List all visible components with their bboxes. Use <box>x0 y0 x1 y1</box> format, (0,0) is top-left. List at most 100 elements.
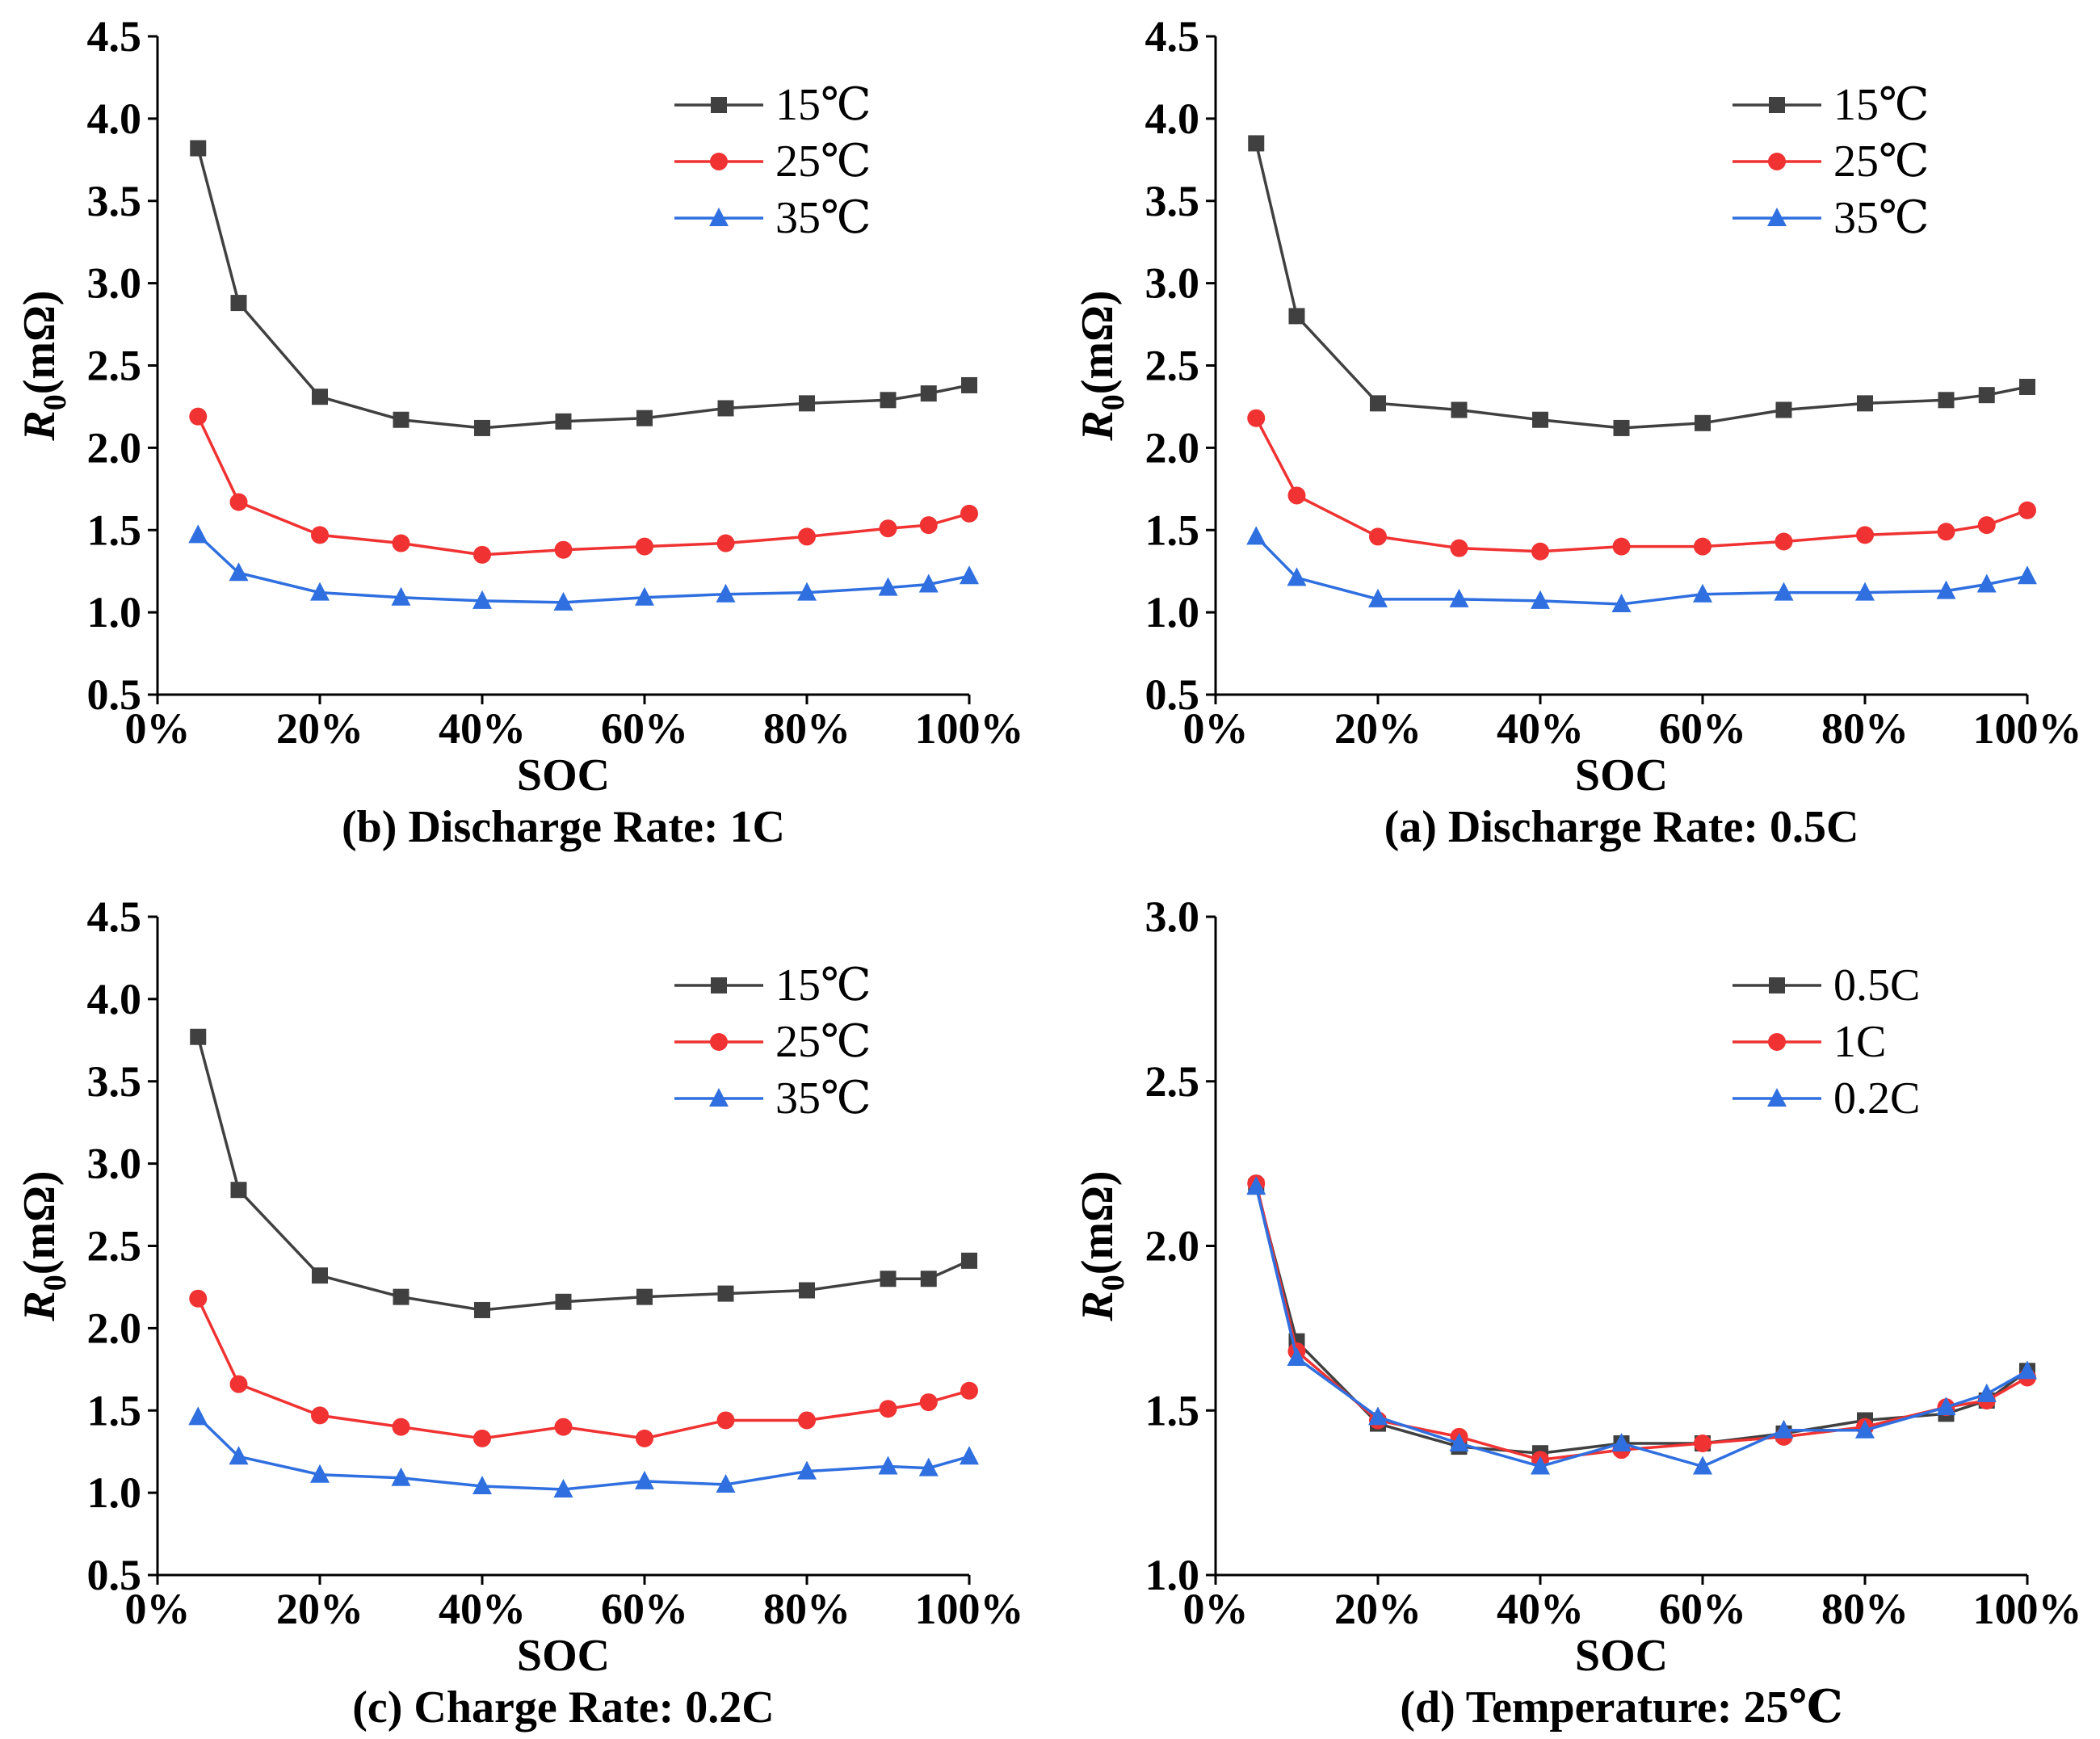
series-line <box>1254 1186 2028 1468</box>
data-point <box>1936 1397 1956 1416</box>
x-axis-label: SOC <box>1575 1631 1668 1681</box>
y-tick-label: 3.0 <box>1145 259 1200 308</box>
data-point <box>393 1288 410 1305</box>
series-1 <box>1247 1174 2036 1469</box>
y-tick-label: 3.0 <box>87 1140 142 1188</box>
legend-label: 35℃ <box>775 1073 872 1124</box>
legend-marker <box>1768 1033 1786 1051</box>
data-point <box>230 295 247 312</box>
x-axis-label: SOC <box>517 1631 610 1681</box>
data-point <box>1612 537 1631 556</box>
data-point <box>636 537 653 556</box>
data-point <box>553 591 573 611</box>
y-tick-label: 2.5 <box>87 342 142 390</box>
y-tick-label: 4.0 <box>87 975 142 1023</box>
data-point <box>392 1418 410 1436</box>
y-tick-label: 0.5 <box>1145 670 1200 719</box>
data-point <box>1857 395 1873 412</box>
x-tick-label: 80% <box>763 704 850 753</box>
data-point <box>798 527 816 546</box>
legend-label: 15℃ <box>1833 80 1930 130</box>
data-point <box>797 582 817 601</box>
data-point <box>635 586 654 606</box>
series-1 <box>189 1289 978 1447</box>
data-point <box>1855 582 1875 601</box>
y-tick-label: 1.5 <box>87 1386 142 1434</box>
data-point <box>716 534 735 552</box>
data-point <box>716 583 736 603</box>
data-point <box>188 524 208 544</box>
data-point <box>716 1411 735 1430</box>
data-point <box>229 562 249 582</box>
y-axis-label-unit: (mΩ) <box>1073 290 1123 394</box>
legend-marker <box>709 1088 729 1107</box>
data-point <box>1774 582 1794 601</box>
y-axis-label: R0(mΩ) <box>1073 1170 1131 1321</box>
y-tick-label: 3.5 <box>1145 177 1200 225</box>
data-point <box>636 410 653 426</box>
data-point <box>1611 1433 1632 1451</box>
y-axis-label-subscript: 0 <box>1094 1275 1131 1291</box>
series-1 <box>1247 409 2036 561</box>
y-tick-label: 3.0 <box>87 259 142 308</box>
legend-entry: 15℃ <box>1732 80 1930 130</box>
x-tick-label: 0% <box>125 1585 191 1633</box>
data-point <box>960 504 978 523</box>
data-point <box>2018 565 2037 585</box>
data-point <box>311 1406 329 1425</box>
legend-entry: 0.2C <box>1732 1073 1920 1124</box>
legend-label: 35℃ <box>775 193 872 243</box>
y-axis-label-symbol: R <box>1073 410 1123 441</box>
data-point <box>553 1479 573 1498</box>
x-tick-label: 20% <box>1334 704 1422 753</box>
x-tick-label: 80% <box>1821 1585 1909 1633</box>
y-tick-label: 1.5 <box>1145 1386 1200 1434</box>
data-point <box>1247 409 1266 427</box>
data-point <box>879 519 897 538</box>
chart-panel-3: 1.0 1.5 2.0 2.5 3.0 0% 20% 40% 60% 80% 100% SOC(d) … <box>1073 893 2082 1733</box>
y-tick-label: 3.5 <box>87 1057 142 1106</box>
x-tick-label: 60% <box>1659 1585 1746 1633</box>
data-point <box>555 1293 572 1310</box>
data-point <box>635 1470 654 1489</box>
legend-label: 25℃ <box>775 137 872 187</box>
x-tick-label: 60% <box>601 1585 688 1633</box>
y-tick-label: 2.5 <box>1145 1057 1200 1106</box>
data-point <box>1288 308 1305 325</box>
data-point <box>919 516 938 535</box>
x-tick-label: 20% <box>276 704 363 753</box>
legend-marker <box>711 97 727 113</box>
data-point <box>1977 516 1996 535</box>
y-tick-label: 3.0 <box>1145 893 1200 941</box>
data-point <box>880 1271 897 1287</box>
data-point <box>1532 411 1548 428</box>
y-tick-label: 2.0 <box>1145 1222 1200 1271</box>
data-point <box>1694 537 1712 556</box>
data-point <box>229 1446 249 1465</box>
data-point <box>918 573 939 593</box>
data-point <box>1938 392 1955 409</box>
series-2 <box>1246 526 2037 612</box>
x-tick-label: 60% <box>1659 704 1746 753</box>
legend-entry: 25℃ <box>674 137 872 187</box>
data-point <box>1248 135 1265 152</box>
legend-marker <box>1769 97 1785 113</box>
data-point <box>473 1429 491 1447</box>
y-axis-label-unit: (mΩ) <box>15 290 65 394</box>
data-point <box>1774 532 1793 551</box>
legend-marker <box>1768 153 1786 170</box>
legend-marker <box>1767 208 1787 226</box>
y-axis-label-unit: (mΩ) <box>1073 1170 1123 1275</box>
data-point <box>1695 414 1711 431</box>
y-tick-label: 2.0 <box>87 423 142 472</box>
data-point <box>1976 573 1997 593</box>
legend-marker <box>1769 977 1785 993</box>
data-point <box>1531 542 1549 561</box>
chart-panel-2: 0.5 1.0 1.5 2.0 2.5 3.0 3.5 4.0 4.5 0% 20% 40% 60% 80… <box>15 893 1024 1733</box>
y-axis-label-subscript: 0 <box>36 394 73 410</box>
data-point <box>474 1301 490 1318</box>
data-point <box>2019 378 2035 395</box>
data-point <box>1287 1347 1307 1367</box>
